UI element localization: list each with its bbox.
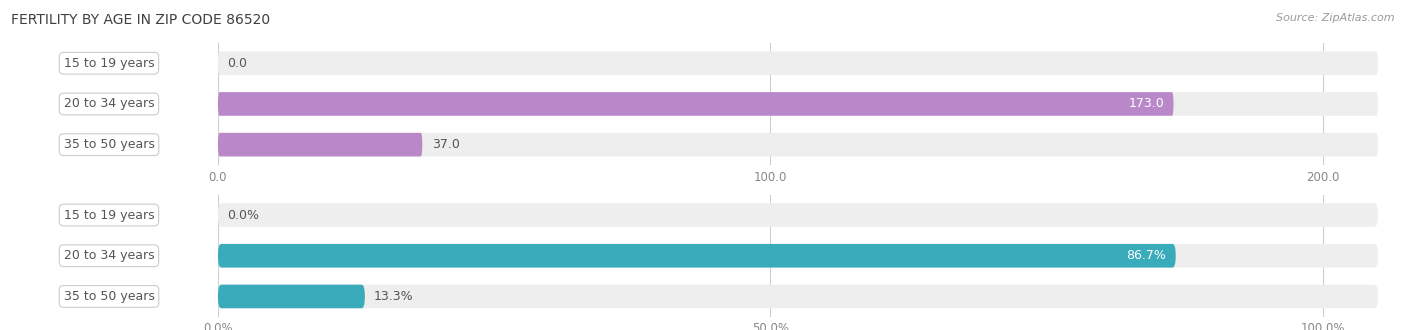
Text: 0.0%: 0.0% xyxy=(228,209,259,221)
Text: 86.7%: 86.7% xyxy=(1126,249,1167,262)
FancyBboxPatch shape xyxy=(218,285,366,308)
FancyBboxPatch shape xyxy=(218,133,422,156)
Text: 35 to 50 years: 35 to 50 years xyxy=(63,138,155,151)
Text: 37.0: 37.0 xyxy=(432,138,460,151)
Text: 20 to 34 years: 20 to 34 years xyxy=(63,97,155,111)
FancyBboxPatch shape xyxy=(218,51,1378,75)
FancyBboxPatch shape xyxy=(218,92,1174,116)
Text: 20 to 34 years: 20 to 34 years xyxy=(63,249,155,262)
FancyBboxPatch shape xyxy=(218,244,1175,268)
Text: 13.3%: 13.3% xyxy=(374,290,413,303)
Text: 35 to 50 years: 35 to 50 years xyxy=(63,290,155,303)
Text: 173.0: 173.0 xyxy=(1129,97,1164,111)
Text: 15 to 19 years: 15 to 19 years xyxy=(63,209,155,221)
FancyBboxPatch shape xyxy=(218,285,1378,308)
Text: 15 to 19 years: 15 to 19 years xyxy=(63,57,155,70)
FancyBboxPatch shape xyxy=(218,203,1378,227)
Text: Source: ZipAtlas.com: Source: ZipAtlas.com xyxy=(1277,13,1395,23)
FancyBboxPatch shape xyxy=(218,244,1378,268)
FancyBboxPatch shape xyxy=(218,133,1378,156)
Text: FERTILITY BY AGE IN ZIP CODE 86520: FERTILITY BY AGE IN ZIP CODE 86520 xyxy=(11,13,270,27)
Text: 0.0: 0.0 xyxy=(228,57,247,70)
FancyBboxPatch shape xyxy=(218,92,1378,116)
